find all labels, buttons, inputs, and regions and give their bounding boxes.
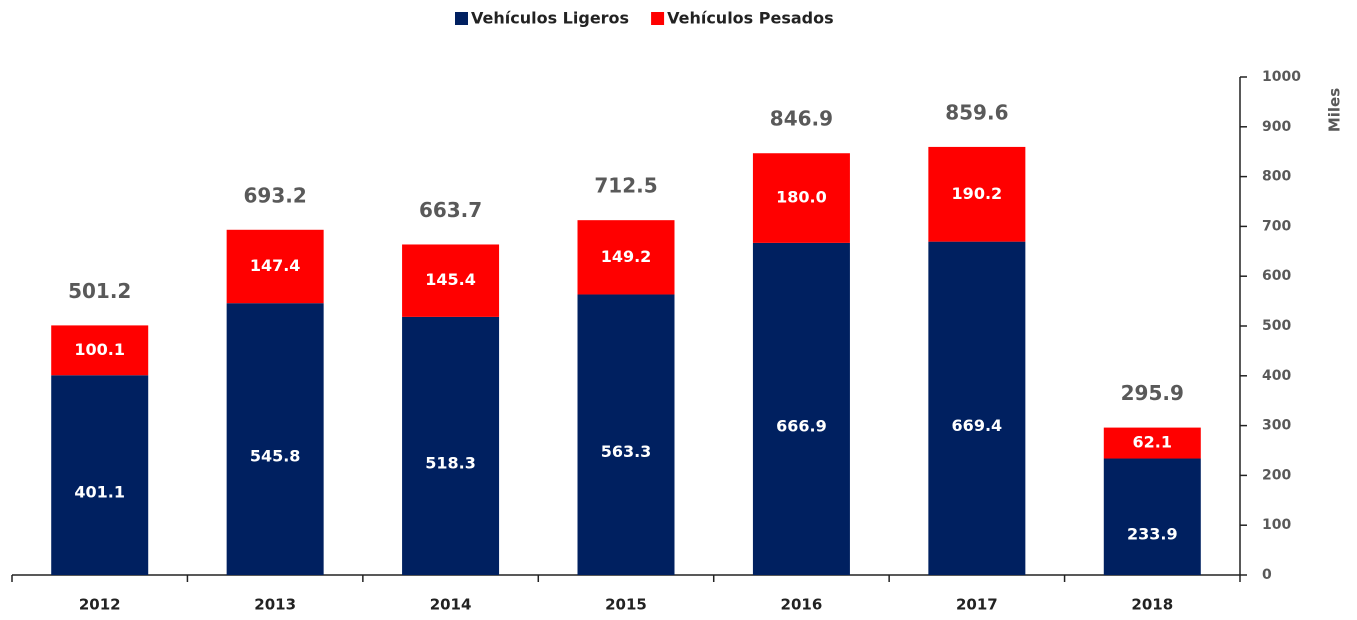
total-label: 693.2 [244,183,307,207]
data-label: 190.2 [952,184,1003,203]
data-label: 147.4 [250,256,301,275]
bar-segment [1103,458,1201,575]
legend-label: Vehículos Ligeros [471,9,629,28]
x-tick-label: 2016 [781,596,823,614]
data-label: 545.8 [250,447,301,466]
legend-swatch [455,12,468,25]
bar-segment [1103,427,1201,459]
x-tick-label: 2014 [430,596,472,614]
y-tick-label: 300 [1262,418,1291,434]
y-tick-label: 800 [1262,169,1291,185]
y-axis-label: Miles [1326,88,1344,132]
bar-segment [928,241,1026,575]
y-tick-label: 100 [1262,517,1291,533]
bar-segment [577,220,675,295]
bar-segment [928,146,1026,242]
data-label: 149.2 [601,247,652,266]
legend-swatch [651,12,665,25]
data-label: 401.1 [74,483,125,502]
data-label: 518.3 [425,453,476,472]
bar-segment [51,325,149,376]
data-label: 145.4 [425,270,476,289]
bar-segment [577,294,675,575]
y-tick-label: 900 [1262,119,1291,135]
data-label: 180.0 [776,188,827,207]
y-tick-label: 200 [1262,467,1291,483]
total-label: 663.7 [419,198,482,222]
total-label: 501.2 [68,279,131,303]
total-label: 712.5 [594,174,657,198]
data-label: 62.1 [1133,433,1172,452]
data-label: 666.9 [776,416,827,435]
bar-segment [402,244,500,317]
bar-segment [226,303,324,575]
bar-segment [752,242,850,576]
y-tick-label: 600 [1262,268,1291,284]
data-label: 233.9 [1127,524,1178,543]
data-label: 669.4 [952,416,1003,435]
bar-segment [752,153,850,243]
x-tick-label: 2017 [956,596,998,614]
total-label: 846.9 [770,107,833,131]
total-label: 295.9 [1121,381,1184,405]
data-label: 563.3 [601,442,652,461]
total-label: 859.6 [945,100,1008,124]
x-tick-label: 2013 [254,596,296,614]
y-tick-label: 500 [1262,318,1291,334]
data-label: 100.1 [74,340,125,359]
y-tick-label: 0 [1262,567,1272,583]
x-tick-label: 2015 [605,596,647,614]
y-tick-label: 1000 [1262,69,1301,85]
y-tick-label: 400 [1262,368,1291,384]
bar-segment [226,229,324,304]
x-tick-label: 2012 [79,596,121,614]
x-tick-label: 2018 [1131,596,1173,614]
legend-label: Vehículos Pesados [667,9,834,28]
bar-segment [51,375,149,575]
y-tick-label: 700 [1262,218,1291,234]
bar-segment [402,316,500,575]
